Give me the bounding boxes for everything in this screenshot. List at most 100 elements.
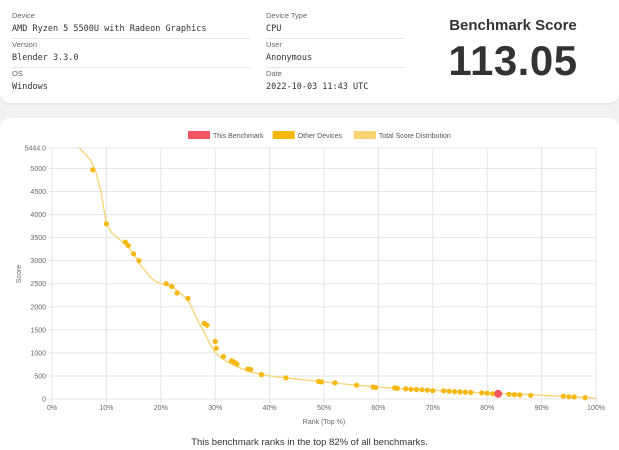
other-device-point: [318, 379, 324, 385]
chart-grid: [48, 147, 597, 403]
device-type-value: CPU: [266, 23, 404, 39]
distribution-line: [78, 147, 597, 399]
other-device-point: [424, 387, 430, 393]
x-tick-label: 20%: [154, 405, 168, 412]
other-device-point: [220, 354, 226, 360]
other-device-point: [136, 258, 142, 264]
other-device-point: [560, 393, 567, 399]
other-device-point: [185, 295, 191, 302]
benchmark-info-card: Device AMD Ryzen 5 5500U with Radeon Gra…: [0, 0, 619, 103]
other-device-point: [517, 392, 523, 398]
x-tick-label: 10%: [99, 405, 113, 412]
other-device-point: [283, 375, 289, 381]
other-device-point: [506, 391, 512, 397]
other-device-point: [446, 388, 452, 394]
legend-label: Total Score Distribution: [379, 133, 451, 140]
device-type-field: Device Type CPU: [266, 11, 404, 39]
x-tick-label: 30%: [208, 405, 222, 412]
os-field: OS Windows: [12, 69, 250, 96]
other-device-point: [354, 382, 360, 388]
other-device-point: [419, 387, 425, 393]
other-device-point: [258, 372, 264, 378]
device-type-label: Device Type: [266, 11, 308, 20]
user-field: User Anonymous: [266, 40, 404, 68]
other-device-point: [441, 388, 447, 394]
y-tick-label: 2000: [30, 304, 46, 311]
other-device-point: [90, 167, 96, 173]
y-tick-label: 1000: [30, 350, 46, 357]
other-device-point: [163, 281, 169, 287]
date-label: Date: [266, 69, 282, 78]
y-axis-label: Score: [16, 265, 23, 283]
chart-series: [78, 147, 597, 401]
other-device-point: [234, 361, 240, 367]
legend-label: This Benchmark: [213, 133, 264, 140]
other-device-point: [468, 389, 474, 396]
device-label: Device: [12, 11, 35, 20]
y-tick-label: 3500: [30, 235, 46, 242]
other-device-point: [511, 392, 517, 398]
os-label: OS: [12, 69, 23, 78]
other-device-point: [332, 380, 338, 386]
date-field: Date 2022-10-03 11:43 UTC: [266, 69, 404, 96]
other-device-point: [403, 386, 409, 392]
legend-swatch: [353, 131, 376, 139]
user-value: Anonymous: [266, 52, 404, 68]
chart-legend: This Benchmark Other Devices Total Score D…: [188, 131, 451, 140]
device-value: AMD Ryzen 5 5500U with Radeon Graphics: [12, 23, 250, 39]
y-tick-label: 3000: [30, 258, 46, 265]
other-device-point: [103, 221, 109, 227]
user-label: User: [266, 40, 282, 49]
y-tick-label: 2500: [30, 281, 46, 288]
other-device-point: [452, 389, 458, 395]
other-device-point: [204, 322, 210, 328]
os-value: Windows: [12, 82, 48, 92]
other-device-point: [373, 384, 379, 391]
y-tick-label: 4500: [30, 189, 46, 196]
x-axis-label: Rank (Top %): [303, 419, 345, 426]
x-tick-label: 90%: [535, 405, 549, 412]
y-tick-label: 5000: [30, 166, 46, 173]
x-tick-label: 100%: [587, 405, 605, 412]
version-value: Blender 3.3.0: [12, 52, 250, 68]
y-tick-label: 0: [42, 397, 46, 404]
legend-swatch: [188, 131, 210, 139]
chart-axes: 0% 10% 20% 30% 40% 50% 60% 70% 80% 90% 100% 0 500 100…: [25, 146, 605, 413]
x-tick-label: 50%: [317, 405, 331, 412]
other-device-point: [528, 392, 534, 398]
other-device-point: [174, 290, 180, 296]
other-device-point: [566, 394, 572, 400]
legend-swatch: [272, 131, 295, 139]
rank-summary-text: This benchmark ranks in the top 82% of a…: [191, 437, 428, 448]
y-tick-label: 4000: [30, 212, 46, 219]
other-device-point: [212, 338, 218, 344]
other-device-point: [582, 395, 588, 401]
x-tick-label: 0%: [47, 405, 57, 412]
other-device-point: [484, 390, 490, 396]
other-device-point: [571, 394, 577, 400]
other-device-point: [462, 389, 468, 395]
other-device-point: [125, 242, 131, 249]
other-device-point: [131, 251, 137, 257]
x-tick-label: 80%: [480, 405, 494, 412]
version-label: Version: [12, 40, 38, 49]
other-device-point: [213, 345, 219, 351]
y-tick-label: 1500: [30, 327, 46, 334]
other-device-point: [413, 386, 420, 393]
other-device-point: [408, 386, 414, 392]
other-device-point: [490, 391, 496, 397]
x-tick-label: 70%: [426, 405, 440, 412]
y-tick-label: 500: [34, 373, 46, 380]
date-value: 2022-10-03 11:43 UTC: [266, 82, 369, 92]
benchmark-score-label: Benchmark Score: [449, 17, 577, 34]
x-tick-label: 40%: [263, 405, 277, 412]
version-field: Version Blender 3.3.0: [12, 40, 250, 68]
x-tick-label: 60%: [371, 405, 385, 412]
other-device-point: [248, 366, 254, 373]
other-device-point: [394, 385, 400, 391]
other-device-point: [430, 388, 436, 394]
other-device-point: [169, 283, 175, 290]
other-device-point: [457, 389, 463, 395]
legend-label: Other Devices: [298, 133, 343, 140]
